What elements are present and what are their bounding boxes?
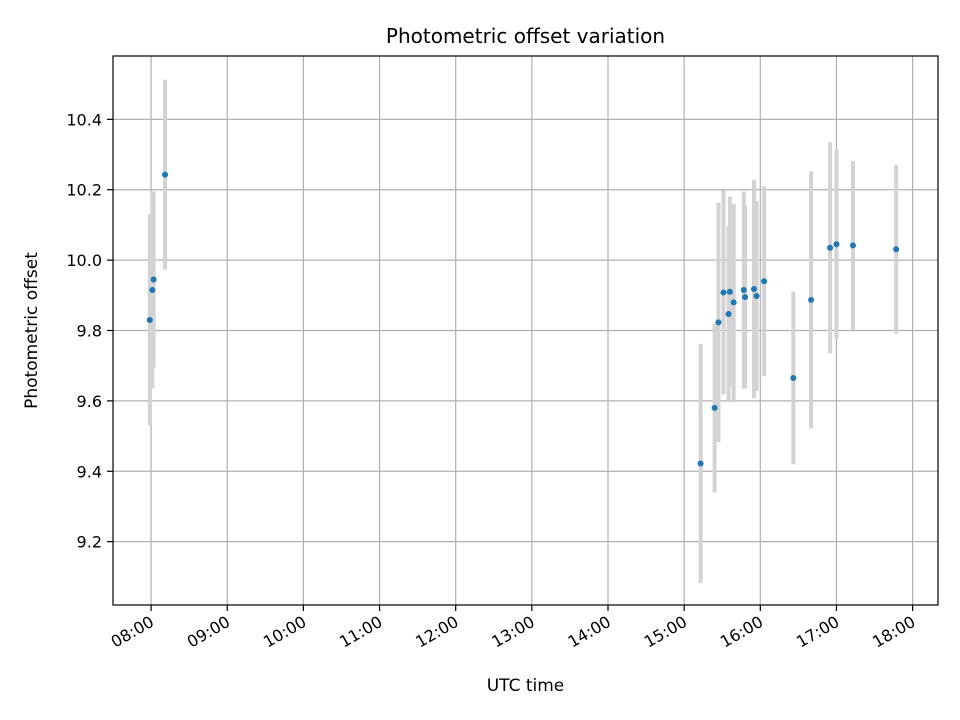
data-point [149,287,156,294]
data-point [697,460,704,467]
data-point [730,299,737,306]
x-tick-label: 09:00 [184,612,233,652]
x-tick-label: 16:00 [717,612,766,652]
data-point [761,278,768,285]
x-tick-label: 15:00 [641,612,690,652]
y-tick-label: 10.2 [66,181,102,200]
y-tick-label: 10.4 [66,110,102,129]
y-tick-label: 9.4 [77,462,102,481]
y-tick-label: 10.0 [66,251,102,270]
y-tick-label: 9.2 [77,533,102,552]
axis-ticks: 08:00 09:00 10:00 11:00 12:00 13:00 14:00 15:00… [66,110,918,651]
x-tick-label: 10:00 [260,612,309,652]
chart-title: Photometric offset variation [386,24,665,48]
data-point [150,276,157,283]
data-point [849,242,856,249]
data-point [808,296,815,303]
x-tick-label: 11:00 [336,612,385,652]
data-point [740,287,747,294]
x-tick-label: 08:00 [108,612,157,652]
x-tick-label: 13:00 [488,612,537,652]
y-tick-label: 9.6 [77,392,102,411]
x-tick-label: 17:00 [793,612,842,652]
data-point [726,288,733,295]
x-tick-label: 12:00 [412,612,461,652]
data-point [725,310,732,317]
error-bars [147,79,899,584]
grid [113,56,938,605]
x-axis-label: UTC time [487,676,565,696]
data-point [146,316,153,323]
data-point [790,375,797,382]
y-axis-label: Photometric offset [22,252,42,409]
x-tick-label: 18:00 [869,612,918,652]
data-point [715,319,722,326]
data-point [711,404,718,411]
y-tick-label: 9.8 [77,322,102,341]
data-point [827,244,834,251]
data-point [753,293,760,300]
data-point [720,289,727,296]
data-point [742,294,749,301]
x-tick-label: 14:00 [565,612,614,652]
data-point [833,241,840,248]
data-point [750,285,757,292]
data-point [162,171,169,178]
data-point [893,246,900,253]
data-points [146,171,900,467]
